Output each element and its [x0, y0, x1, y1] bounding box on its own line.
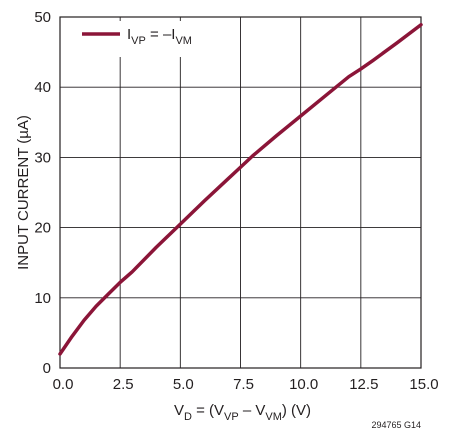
- legend-background: [68, 21, 228, 57]
- x-axis-title: VD = (VVP – VVM) (V): [174, 402, 311, 423]
- y-tick-label: 40: [34, 79, 51, 96]
- legend-text: = –I: [146, 26, 176, 43]
- x-title-text: = (V: [192, 402, 224, 419]
- x-tick-labels: 0.0 2.5 5.0 7.5 10.0 12.5 15.0: [53, 376, 439, 393]
- y-tick-label: 50: [34, 9, 51, 26]
- figure-id: 294765 G14: [371, 420, 421, 430]
- x-tick-label: 5.0: [173, 376, 194, 393]
- y-tick-label: 20: [34, 220, 51, 237]
- grid-lines: [60, 17, 421, 368]
- x-tick-label: 15.0: [409, 376, 438, 393]
- x-title-text: V: [174, 402, 184, 419]
- x-tick-label: 2.5: [113, 376, 134, 393]
- y-tick-labels: 0 10 20 30 40 50: [34, 9, 51, 377]
- x-tick-label: 7.5: [233, 376, 254, 393]
- series-line: [58, 22, 423, 356]
- y-tick-label: 0: [43, 360, 51, 377]
- legend-label: IVP = –IVM: [127, 26, 192, 47]
- x-title-text: – V: [239, 402, 266, 419]
- y-tick-label: 10: [34, 290, 51, 307]
- legend: IVP = –IVM: [68, 21, 228, 57]
- y-tick-label: 30: [34, 149, 51, 166]
- x-title-subscript: D: [184, 411, 192, 423]
- plot-frame: [59, 16, 422, 369]
- x-tick-label: 10.0: [289, 376, 318, 393]
- data-series: [58, 22, 423, 356]
- x-tick-label: 0.0: [53, 376, 74, 393]
- x-title-subscript: VM: [265, 411, 282, 423]
- y-axis-title: INPUT CURRENT (µA): [15, 115, 32, 270]
- x-tick-label: 12.5: [349, 376, 378, 393]
- legend-subscript: VM: [175, 35, 192, 47]
- x-title-subscript: VP: [224, 411, 239, 423]
- legend-text: I: [127, 26, 131, 43]
- legend-subscript: VP: [131, 35, 146, 47]
- x-title-text: ) (V): [282, 402, 311, 419]
